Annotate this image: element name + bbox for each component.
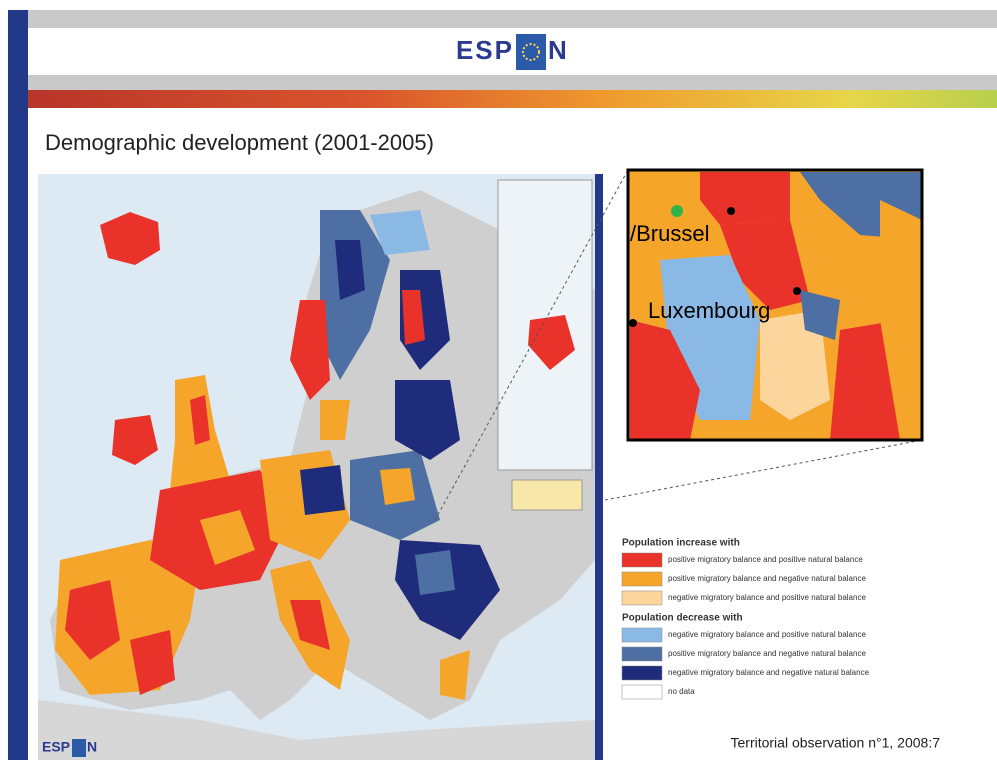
legend-label: positive migratory balance and negative … bbox=[668, 574, 866, 583]
region bbox=[415, 550, 455, 595]
legend-swatch bbox=[622, 666, 662, 680]
capital-marker bbox=[671, 205, 683, 217]
region bbox=[335, 240, 365, 300]
legend-swatch bbox=[622, 553, 662, 567]
legend-swatch bbox=[622, 628, 662, 642]
map-logo-text: N bbox=[87, 739, 97, 755]
map-border bbox=[595, 174, 603, 760]
legend-swatch bbox=[622, 572, 662, 586]
legend-label: no data bbox=[668, 687, 695, 696]
legend-label: negative migratory balance and negative … bbox=[668, 668, 870, 677]
city-marker bbox=[727, 207, 735, 215]
map-logo-text: ESP bbox=[42, 739, 70, 755]
header-bar bbox=[28, 75, 997, 90]
left-border bbox=[8, 10, 28, 760]
legend-swatch bbox=[622, 685, 662, 699]
region bbox=[320, 400, 350, 440]
legend-swatch bbox=[622, 647, 662, 661]
inset-label: Luxembourg bbox=[648, 298, 770, 323]
legend-heading: Population decrease with bbox=[622, 613, 743, 624]
logo-text: ESP bbox=[456, 35, 514, 65]
logo-flag bbox=[516, 34, 546, 70]
region bbox=[300, 465, 345, 515]
legend-label: positive migratory balance and positive … bbox=[668, 555, 863, 564]
legend-heading: Population increase with bbox=[622, 538, 740, 549]
city-marker bbox=[629, 319, 637, 327]
slide: ESP N Demographic development (2001-2005… bbox=[0, 0, 997, 760]
slide-title: Demographic development (2001-2005) bbox=[45, 130, 434, 155]
region bbox=[380, 468, 415, 505]
legend-swatch bbox=[622, 591, 662, 605]
inset-label: /Brussel bbox=[630, 221, 709, 246]
legend-label: negative migratory balance and positive … bbox=[668, 630, 866, 639]
top-bar bbox=[28, 10, 997, 28]
footer: Territorial observation n°1, 2008:7 bbox=[731, 735, 941, 751]
map-note bbox=[512, 480, 582, 510]
legend-label: positive migratory balance and negative … bbox=[668, 649, 866, 658]
city-marker bbox=[793, 287, 801, 295]
map-logo-flag bbox=[72, 739, 86, 757]
color-strip bbox=[28, 90, 997, 108]
legend-label: negative migratory balance and positive … bbox=[668, 593, 866, 602]
logo-text: N bbox=[548, 35, 567, 65]
